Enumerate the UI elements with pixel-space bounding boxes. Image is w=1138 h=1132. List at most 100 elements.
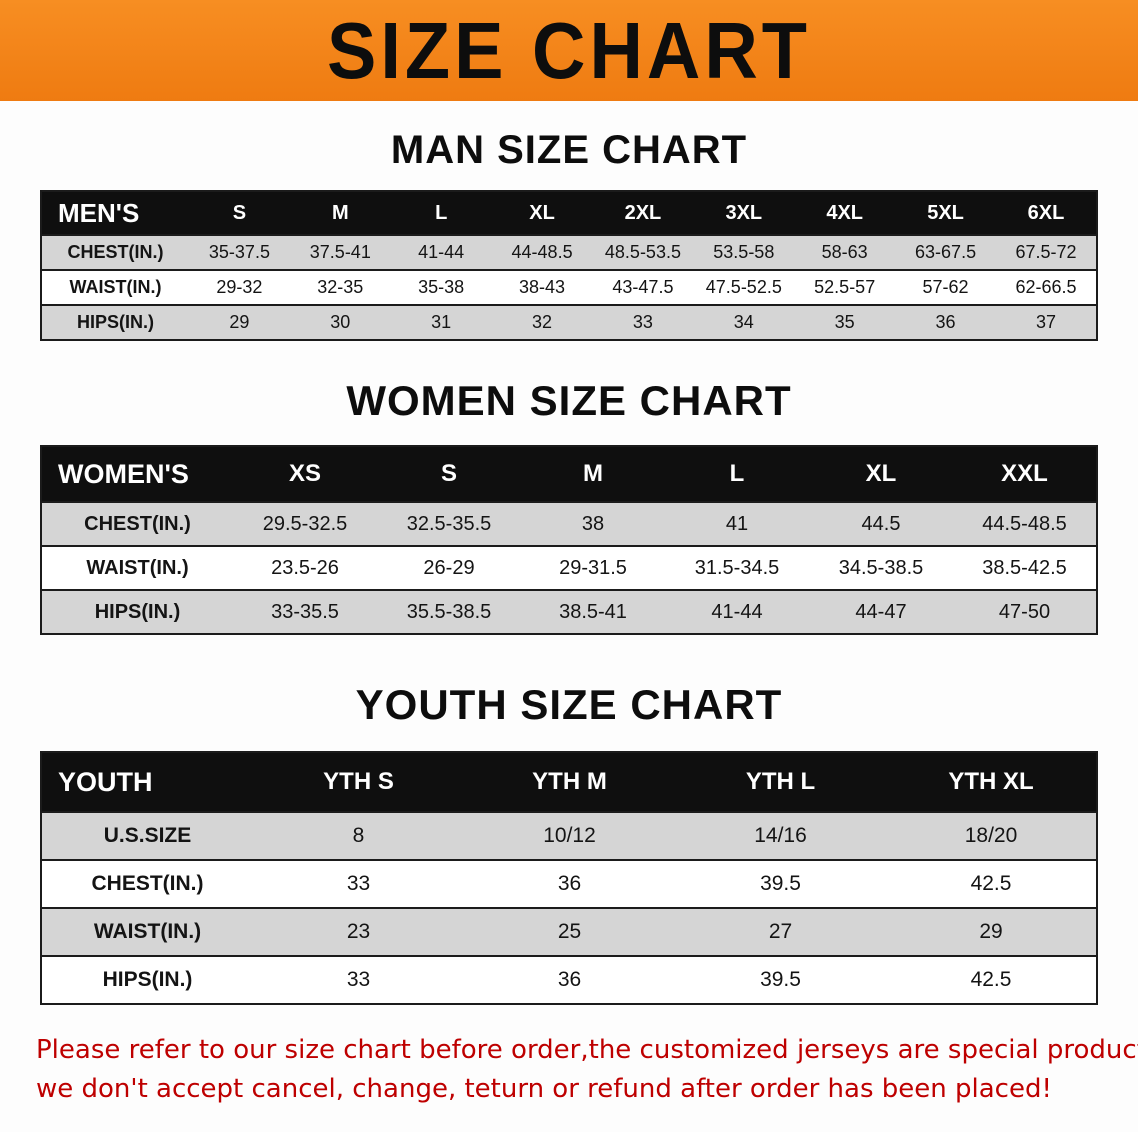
size-value: 37.5-41	[309, 242, 371, 262]
table-header-row: WOMEN'S XS S M L XL XXL	[41, 446, 1097, 502]
size-value: 10/12	[543, 824, 596, 847]
size-value: 29-31.5	[559, 556, 627, 579]
size-value: 29	[229, 312, 250, 332]
table-row: CHEST(IN.) 29.5-32.5 32.5-35.5 38 41 44.5 44.5…	[41, 502, 1097, 546]
size-value: 57-62	[922, 277, 969, 297]
size-column-header: L	[435, 201, 448, 224]
size-value: 39.5	[760, 872, 801, 895]
size-value: 37	[1035, 312, 1057, 332]
size-value: 38.5-41	[559, 600, 627, 623]
size-value: 34.5-38.5	[838, 556, 924, 579]
size-value: 8	[352, 824, 365, 847]
size-value: 43-47.5	[612, 277, 674, 297]
size-column-header: YTH L	[745, 768, 816, 795]
size-value: 27	[768, 920, 793, 943]
size-value: 33	[346, 872, 371, 895]
size-value: 30	[330, 312, 351, 332]
size-value: 41-44	[418, 242, 465, 262]
size-value: 48.5-53.5	[604, 242, 681, 262]
row-label: WAIST(IN.)	[86, 556, 189, 579]
size-value: 44-48.5	[511, 242, 573, 262]
disclaimer: Please refer to our size chart before or…	[0, 1031, 1138, 1109]
size-column-header: 3XL	[725, 201, 763, 224]
size-column-header: M	[331, 201, 349, 224]
size-chart-page: SIZE CHART MAN SIZE CHART MEN'S S M L XL 2XL 3X…	[0, 0, 1138, 1109]
size-value: 32-35	[317, 277, 364, 297]
youth-size-table: YOUTH YTH S YTH M YTH L YTH XL U.S.SIZE 8 10/12…	[40, 751, 1098, 1005]
table-header-row: MEN'S S M L XL 2XL 3XL 4XL 5XL 6XL	[41, 191, 1097, 235]
size-value: 42.5	[970, 872, 1012, 895]
size-value: 53.5-58	[713, 242, 775, 262]
size-value: 26-29	[423, 556, 475, 579]
size-column-header: S	[232, 201, 247, 224]
size-value: 23	[346, 920, 371, 943]
size-value: 35.5-38.5	[406, 600, 492, 623]
size-column-header: 2XL	[624, 201, 662, 224]
youth-size-chart-section: YOUTH SIZE CHART YOUTH YTH S YTH M YTH L YTH …	[0, 681, 1138, 1005]
size-value: 58-63	[821, 242, 868, 262]
size-value: 41-44	[711, 600, 763, 623]
men-size-table: MEN'S S M L XL 2XL 3XL 4XL 5XL 6XL CHEST(IN.) 35-37…	[40, 190, 1098, 341]
row-label: WAIST(IN.)	[93, 920, 202, 943]
women-size-chart-section: WOMEN SIZE CHART WOMEN'S XS S M L XL XXL CHEST(I…	[0, 377, 1138, 635]
size-value: 32	[532, 312, 553, 332]
size-value: 36	[935, 312, 956, 332]
size-value: 52.5-57	[814, 277, 876, 297]
page-title: SIZE CHART	[327, 5, 811, 96]
size-value: 67.5-72	[1015, 242, 1077, 262]
disclaimer-line-1: Please refer to our size chart before or…	[36, 1035, 1138, 1065]
size-value: 35	[834, 312, 855, 332]
size-value: 44-47	[855, 600, 907, 623]
size-value: 35-37.5	[208, 242, 270, 262]
size-column-header: 5XL	[927, 201, 964, 224]
women-size-table: WOMEN'S XS S M L XL XXL CHEST(IN.) 29.5-32.5 32.5…	[40, 445, 1098, 635]
size-value: 44.5	[861, 512, 901, 535]
row-label: U.S.SIZE	[103, 824, 192, 847]
size-column-header: 4XL	[826, 201, 864, 224]
size-value: 38-43	[519, 277, 566, 297]
men-size-chart-section: MAN SIZE CHART MEN'S S M L XL 2XL 3XL 4XL 5XL 6XL C…	[0, 128, 1138, 341]
size-value: 35-38	[418, 277, 465, 297]
table-row: HIPS(IN.) 33 36 39.5 42.5	[41, 956, 1097, 1004]
table-row: WAIST(IN.) 23 25 27 29	[41, 908, 1097, 956]
size-value: 36	[557, 872, 582, 895]
size-column-header: XS	[288, 460, 321, 487]
table-row: HIPS(IN.) 29 30 31 32 33 34 35 36 37	[41, 305, 1097, 340]
men-size-chart-heading: MAN SIZE CHART	[390, 128, 748, 172]
row-label: CHEST(IN.)	[84, 512, 191, 535]
youth-table-title: YOUTH	[58, 766, 153, 797]
size-value: 25	[557, 920, 582, 943]
row-label: HIPS(IN.)	[94, 600, 181, 623]
size-value: 44.5-48.5	[982, 512, 1067, 535]
size-value: 33-35.5	[271, 600, 339, 623]
table-row: WAIST(IN.) 29-32 32-35 35-38 38-43 43-47.5 47.…	[41, 270, 1097, 305]
table-row: U.S.SIZE 8 10/12 14/16 18/20	[41, 812, 1097, 860]
size-column-header: XL	[865, 460, 897, 487]
size-value: 47.5-52.5	[705, 277, 782, 297]
size-value: 31.5-34.5	[694, 556, 780, 579]
size-value: 62-66.5	[1015, 277, 1077, 297]
table-row: WAIST(IN.) 23.5-26 26-29 29-31.5 31.5-34.5 34…	[41, 546, 1097, 590]
size-column-header: S	[440, 460, 457, 487]
size-value: 39.5	[760, 968, 801, 991]
size-column-header: YTH M	[532, 768, 607, 795]
size-value: 42.5	[970, 968, 1012, 991]
table-header-row: YOUTH YTH S YTH M YTH L YTH XL	[41, 752, 1097, 812]
size-column-header: YTH XL	[948, 768, 1034, 795]
size-value: 36	[557, 968, 582, 991]
row-label: HIPS(IN.)	[76, 312, 154, 332]
size-column-header: XL	[529, 201, 555, 224]
table-row: CHEST(IN.) 33 36 39.5 42.5	[41, 860, 1097, 908]
size-value: 29	[979, 920, 1003, 943]
size-column-header: 6XL	[1027, 201, 1065, 224]
size-value: 23.5-26	[271, 556, 339, 579]
size-value: 29-32	[216, 277, 263, 297]
size-value: 33	[346, 968, 371, 991]
banner: SIZE CHART	[0, 0, 1138, 101]
size-value: 41	[725, 512, 749, 535]
row-label: WAIST(IN.)	[69, 277, 162, 297]
size-value: 47-50	[998, 600, 1051, 623]
size-value: 38	[581, 512, 605, 535]
size-value: 29.5-32.5	[262, 512, 348, 535]
size-value: 18/20	[964, 824, 1018, 847]
